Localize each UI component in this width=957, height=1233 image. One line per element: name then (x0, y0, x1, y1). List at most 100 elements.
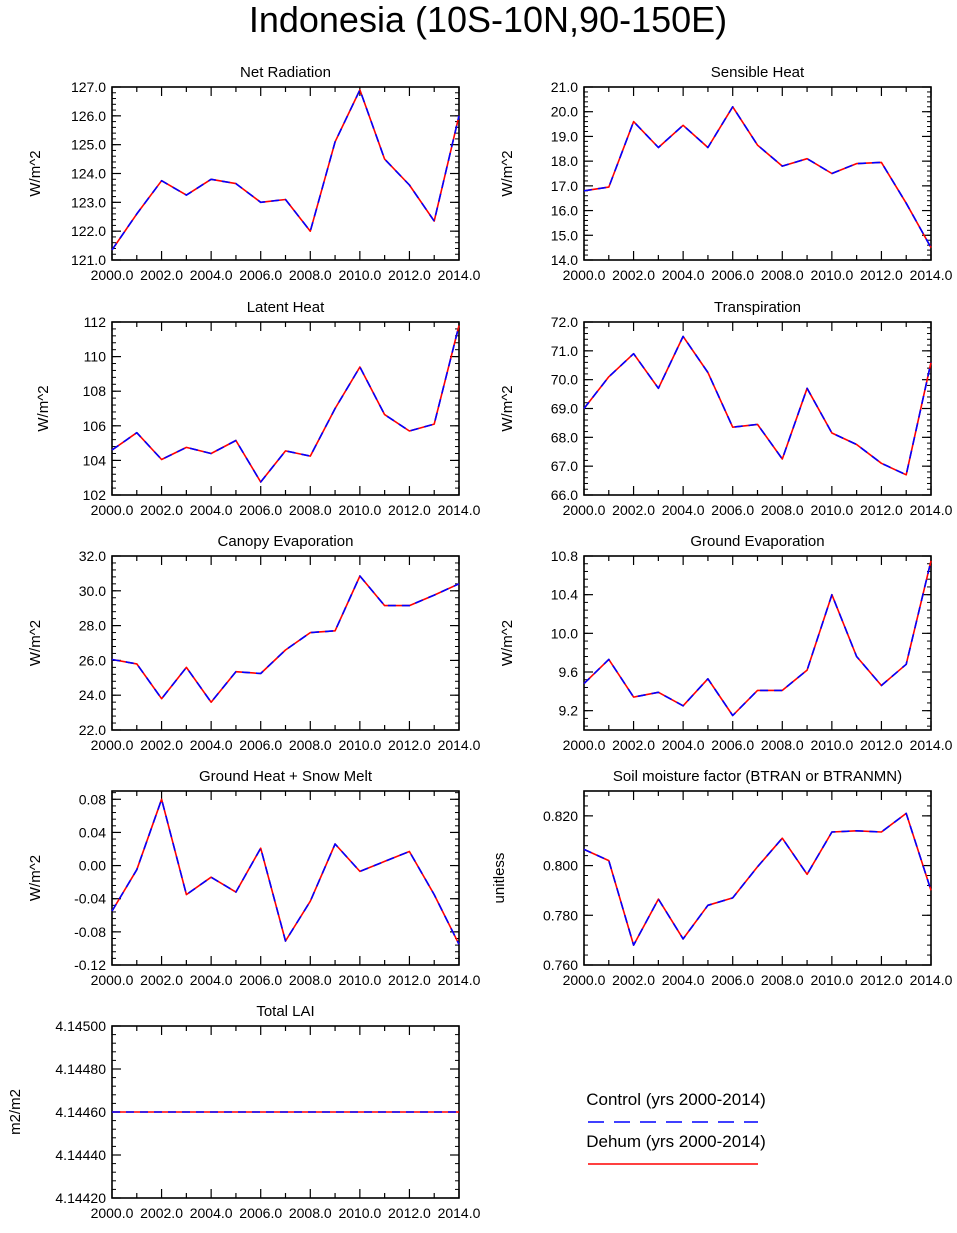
x-tick-label: 2008.0 (761, 267, 804, 283)
plot-frame (111, 86, 460, 261)
panel-soil-moisture-factor-btran-or-btranmn: Soil moisture factor (BTRAN or BTRANMN) u… (491, 768, 953, 988)
x-tick-label: 2014.0 (438, 737, 481, 753)
x-tick-label: 2012.0 (860, 737, 903, 753)
plot-frame (583, 321, 932, 496)
panel-title: Transpiration (714, 299, 801, 316)
x-tick-label: 2008.0 (761, 972, 804, 988)
x-tick-label: 2006.0 (239, 1205, 282, 1221)
panel-latent-heat: Latent Heat W/m^2 2000.0 2002.0 2004.0 2006.0… (35, 299, 481, 518)
x-tick-label: 2004.0 (662, 502, 705, 518)
x-tick-label: 2008.0 (289, 972, 332, 988)
y-tick-label: 9.6 (559, 664, 579, 680)
x-tick-label: 2002.0 (140, 737, 183, 753)
x-tick-label: 2002.0 (612, 267, 655, 283)
y-tick-label: 123.0 (71, 194, 106, 210)
x-tick-label: 2014.0 (910, 972, 953, 988)
series-line-control (111, 325, 460, 483)
x-tick-label: 2002.0 (612, 737, 655, 753)
y-axis-label: unitless (491, 853, 508, 904)
panel-ground-heat-snow-melt: Ground Heat + Snow Melt W/m^2 2000.0 2002.0… (27, 768, 481, 988)
series-line-dehum (583, 812, 932, 946)
panel-canopy-evaporation: Canopy Evaporation W/m^2 2000.0 2002.0 2004.… (27, 533, 481, 753)
y-tick-label: 0.760 (543, 957, 578, 973)
x-tick-label: 2014.0 (910, 502, 953, 518)
panels: Net Radiation W/m^2 2000.0 2002.0 2004.0 2006… (7, 64, 953, 1221)
y-tick-label: 0.800 (543, 858, 578, 874)
y-tick-label: 110 (84, 349, 107, 365)
y-tick-label: 4.14460 (55, 1104, 106, 1120)
y-tick-label: 127.0 (71, 79, 106, 95)
y-axis-label: m2/m2 (7, 1089, 24, 1135)
x-tick-label: 2012.0 (388, 972, 431, 988)
y-tick-label: 112 (84, 314, 107, 330)
y-tick-label: 10.0 (551, 625, 578, 641)
y-tick-label: 0.08 (79, 791, 106, 807)
x-tick-label: 2000.0 (91, 972, 134, 988)
x-tick-label: 2004.0 (190, 267, 233, 283)
series-line-dehum (111, 89, 460, 251)
series-line-dehum (583, 335, 932, 476)
series-line-control (111, 89, 460, 251)
series-line-control (583, 106, 932, 248)
y-tick-label: 30.0 (79, 583, 106, 599)
x-tick-label: 2010.0 (338, 737, 381, 753)
y-tick-label: 106 (83, 418, 107, 434)
x-tick-label: 2002.0 (140, 1205, 183, 1221)
series-line-dehum (583, 560, 932, 717)
y-tick-label: 104 (83, 452, 107, 468)
y-tick-label: 26.0 (79, 652, 106, 668)
x-tick-label: 2014.0 (438, 502, 481, 518)
panel-title: Latent Heat (247, 299, 325, 316)
panel-transpiration: Transpiration W/m^2 2000.0 2002.0 2004.0 2006… (499, 299, 953, 518)
x-tick-label: 2006.0 (239, 737, 282, 753)
series-line-control (583, 812, 932, 946)
y-tick-label: 71.0 (551, 343, 578, 359)
y-tick-label: 10.8 (551, 548, 578, 564)
panel-ground-evaporation: Ground Evaporation W/m^2 2000.0 2002.0 2004.… (499, 533, 953, 753)
y-tick-label: 108 (83, 383, 107, 399)
plot-frame (111, 321, 460, 496)
x-tick-label: 2010.0 (338, 1205, 381, 1221)
plot-frame (583, 86, 932, 261)
series-line-dehum (111, 325, 460, 483)
x-tick-label: 2012.0 (860, 502, 903, 518)
x-tick-label: 2006.0 (239, 502, 282, 518)
y-tick-label: 9.2 (559, 703, 579, 719)
x-tick-label: 2010.0 (810, 267, 853, 283)
x-tick-label: 2002.0 (140, 972, 183, 988)
y-tick-label: 10.4 (551, 587, 578, 603)
x-tick-label: 2014.0 (438, 267, 481, 283)
x-tick-label: 2000.0 (91, 1205, 134, 1221)
y-axis-label: W/m^2 (35, 385, 52, 431)
y-tick-label: 70.0 (551, 372, 578, 388)
y-tick-label: 122.0 (71, 223, 106, 239)
y-tick-label: 72.0 (551, 314, 578, 330)
y-tick-label: 121.0 (71, 252, 106, 268)
y-tick-label: 28.0 (79, 618, 106, 634)
x-tick-label: 2010.0 (338, 502, 381, 518)
x-tick-label: 2006.0 (239, 267, 282, 283)
panel-sensible-heat: Sensible Heat W/m^2 2000.0 2002.0 2004.0 2006… (499, 64, 953, 283)
x-tick-label: 2008.0 (761, 502, 804, 518)
x-tick-label: 2000.0 (91, 502, 134, 518)
y-tick-label: 17.0 (551, 178, 578, 194)
panel-net-radiation: Net Radiation W/m^2 2000.0 2002.0 2004.0 2006… (27, 64, 481, 283)
x-tick-label: 2000.0 (563, 267, 606, 283)
x-tick-label: 2012.0 (388, 502, 431, 518)
y-tick-label: 20.0 (551, 104, 578, 120)
y-tick-label: 15.0 (551, 227, 578, 243)
x-tick-label: 2008.0 (761, 737, 804, 753)
y-axis-label: W/m^2 (27, 855, 44, 901)
x-tick-label: 2010.0 (338, 972, 381, 988)
x-tick-label: 2014.0 (438, 1205, 481, 1221)
y-tick-label: 0.04 (79, 824, 106, 840)
y-axis-label: W/m^2 (499, 385, 516, 431)
x-tick-label: 2004.0 (662, 972, 705, 988)
x-tick-label: 2002.0 (612, 972, 655, 988)
x-tick-label: 2004.0 (190, 1205, 233, 1221)
panel-title: Sensible Heat (711, 64, 805, 81)
y-axis-label: W/m^2 (499, 150, 516, 196)
x-tick-label: 2000.0 (563, 502, 606, 518)
panel-title: Ground Evaporation (690, 533, 824, 550)
